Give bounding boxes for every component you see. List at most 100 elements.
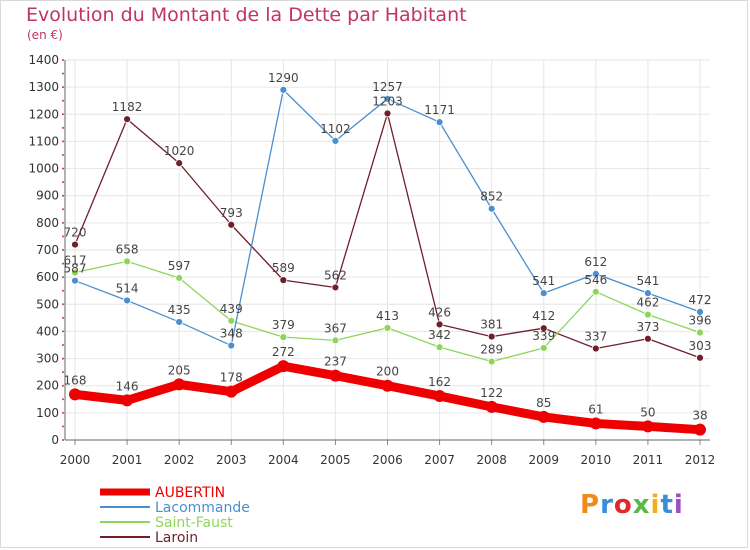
data-label: 85 [536, 396, 551, 410]
y-minor-tick [62, 330, 64, 333]
data-point [537, 410, 550, 423]
data-label: 337 [584, 330, 607, 344]
y-tick-label: 0 [51, 433, 59, 447]
logo-letter: r [600, 490, 614, 520]
y-tick-label: 300 [36, 352, 59, 366]
data-label: 373 [636, 320, 659, 334]
data-point [435, 118, 444, 127]
y-minor-tick [62, 235, 64, 238]
data-label: 514 [116, 281, 139, 295]
y-minor-tick [62, 439, 64, 441]
data-point [227, 220, 236, 229]
legend-label: AUBERTIN [155, 485, 225, 501]
data-point [487, 204, 496, 213]
x-tick-label: 2008 [476, 453, 507, 467]
y-minor-tick [62, 411, 64, 414]
y-tick-label: 1400 [28, 53, 59, 67]
data-point [71, 268, 79, 277]
y-minor-tick [62, 154, 64, 156]
data-point [71, 240, 79, 249]
data-point [225, 385, 238, 398]
data-point [641, 420, 654, 433]
data-label: 612 [584, 255, 607, 269]
y-minor-tick [62, 276, 64, 279]
logo-letter: o [613, 490, 633, 520]
data-point [539, 324, 548, 333]
chart-subtitle: (en €) [27, 28, 63, 42]
x-tick-label: 2009 [528, 453, 559, 467]
y-minor-tick [62, 384, 64, 387]
data-label: 162 [428, 375, 451, 389]
data-point [644, 289, 652, 298]
data-label: 439 [220, 302, 243, 316]
x-tick-label: 2000 [60, 453, 91, 467]
data-label: 348 [220, 327, 243, 341]
data-point [123, 257, 131, 266]
data-point [696, 328, 704, 337]
data-label: 1020 [164, 144, 195, 158]
data-point [591, 344, 600, 353]
proxiti-logo: Proxiti [580, 490, 684, 520]
data-point [383, 94, 392, 103]
data-label: 720 [64, 226, 87, 240]
data-point [694, 423, 706, 436]
y-tick-label: 1000 [28, 162, 59, 176]
y-minor-tick [62, 126, 64, 129]
data-point [383, 323, 392, 332]
data-point [383, 109, 392, 118]
data-label: 413 [376, 309, 399, 323]
y-tick-label: 600 [36, 270, 59, 284]
data-label: 61 [588, 402, 603, 416]
data-label: 472 [689, 293, 712, 307]
logo-letter: t [660, 490, 674, 520]
y-minor-tick [62, 357, 64, 360]
data-point [591, 269, 600, 278]
y-tick-label: 100 [36, 406, 59, 420]
data-point [696, 353, 704, 362]
data-point [539, 344, 548, 352]
legend-label: Laroin [155, 530, 198, 546]
series-group [69, 85, 706, 436]
data-point [175, 159, 184, 168]
x-tick-label: 2007 [424, 453, 455, 467]
logo-letter: i [650, 490, 661, 520]
y-minor-tick [62, 262, 64, 265]
data-label: 168 [64, 373, 87, 387]
x-tick-label: 2012 [685, 453, 716, 467]
data-label: 200 [376, 365, 399, 379]
y-minor-tick [62, 194, 64, 197]
data-labels: 720 1182 1020 793 589 562 1203 426 381 412 337 373 3… [64, 71, 712, 423]
data-label: 289 [480, 343, 503, 357]
x-tick-label: 2003 [216, 453, 247, 467]
data-label: 562 [324, 268, 347, 282]
data-point [279, 333, 288, 342]
y-tick-label: 200 [36, 379, 59, 393]
data-point [121, 394, 134, 407]
data-point [173, 378, 186, 391]
y-minor-tick [62, 140, 64, 143]
data-label: 272 [272, 345, 295, 359]
data-label: 379 [272, 318, 295, 332]
data-label: 367 [324, 321, 347, 335]
data-point [435, 320, 444, 329]
data-point [644, 310, 652, 319]
data-label: 1171 [424, 103, 455, 117]
data-point [71, 276, 79, 285]
y-minor-tick [62, 425, 64, 428]
y-tick-labels: 0 100 200 300 400 500 600 700 800 900 1000 1100 1200… [28, 53, 59, 447]
data-point [331, 336, 340, 345]
data-point [644, 334, 652, 343]
data-label: 1102 [320, 122, 351, 136]
x-tick-label: 2001 [112, 453, 143, 467]
y-minor-tick [62, 303, 64, 306]
data-point [487, 357, 496, 366]
data-label: 1182 [112, 100, 143, 114]
x-tick-label: 2010 [581, 453, 612, 467]
x-tick-label: 2006 [372, 453, 403, 467]
data-point [175, 318, 184, 326]
data-label: 589 [272, 261, 295, 275]
chart-title: Evolution du Montant de la Dette par Hab… [26, 4, 467, 26]
data-label: 658 [116, 242, 139, 256]
